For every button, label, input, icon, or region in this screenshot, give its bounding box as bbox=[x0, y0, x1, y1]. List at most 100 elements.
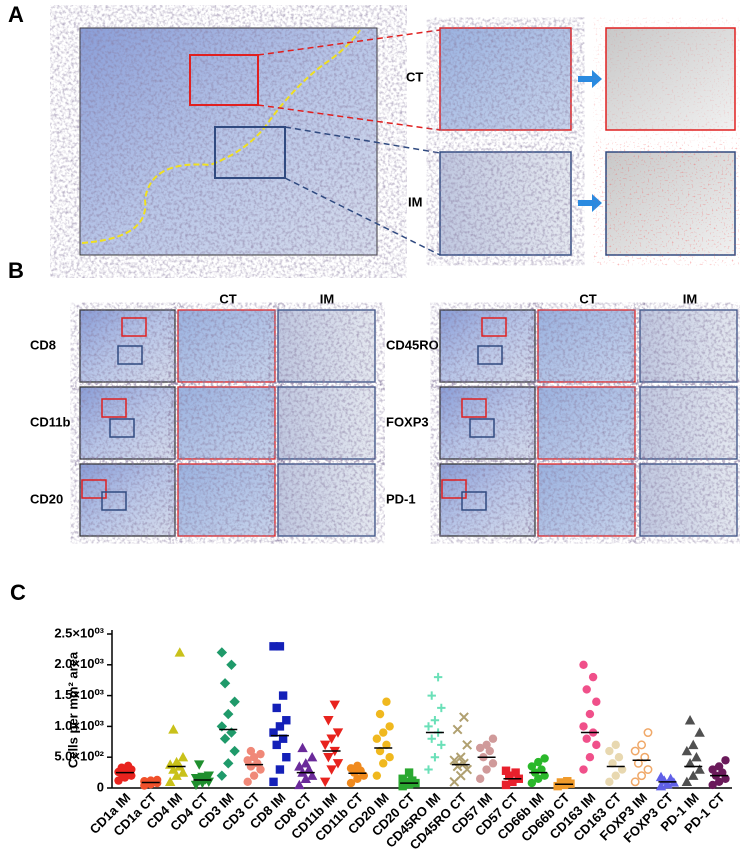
data-point bbox=[117, 763, 126, 772]
y-axis-label: Cells per mm² area bbox=[65, 651, 80, 768]
panel-letter: A bbox=[8, 2, 24, 27]
data-point bbox=[372, 734, 382, 743]
data-point bbox=[168, 724, 179, 734]
zoom-line bbox=[257, 104, 441, 131]
data-point bbox=[385, 753, 394, 762]
data-point bbox=[382, 740, 391, 750]
panel-letter: B bbox=[8, 258, 24, 283]
ct-box bbox=[461, 398, 487, 418]
row-label: CD20 bbox=[30, 491, 63, 506]
im-box bbox=[214, 126, 286, 179]
data-point bbox=[219, 733, 231, 744]
data-point bbox=[462, 764, 473, 775]
data-point bbox=[475, 743, 485, 753]
ct-box bbox=[189, 54, 259, 106]
data-point bbox=[482, 740, 491, 750]
data-point bbox=[372, 771, 382, 780]
data-point bbox=[721, 774, 730, 783]
data-point bbox=[171, 756, 182, 767]
data-point bbox=[511, 768, 520, 777]
texture bbox=[640, 310, 737, 382]
data-point bbox=[278, 734, 288, 743]
data-point bbox=[375, 709, 385, 719]
data-point bbox=[579, 660, 588, 669]
row-label: FOXP3 bbox=[386, 414, 429, 429]
data-point bbox=[326, 765, 337, 775]
texture bbox=[80, 464, 175, 536]
column-header: CT bbox=[219, 291, 236, 306]
data-point bbox=[385, 722, 394, 731]
data-point bbox=[563, 777, 572, 786]
data-point bbox=[537, 765, 546, 774]
data-point bbox=[272, 740, 281, 750]
panel-b: B CT IM CT IM CD8 CD11b CD20 CD45RO FOXP3 PD-1 bbox=[8, 258, 738, 537]
data-point bbox=[123, 761, 133, 771]
data-point bbox=[306, 752, 318, 762]
data-point bbox=[430, 716, 440, 725]
texture bbox=[538, 310, 635, 382]
data-point bbox=[505, 771, 514, 780]
data-point bbox=[243, 756, 252, 765]
data-point bbox=[256, 765, 265, 774]
data-point bbox=[275, 722, 285, 731]
data-point bbox=[275, 765, 285, 774]
data-point bbox=[643, 765, 653, 774]
data-point bbox=[718, 768, 727, 777]
data-point bbox=[323, 753, 334, 763]
data-point bbox=[708, 765, 717, 774]
data-point bbox=[459, 712, 469, 723]
data-point bbox=[346, 778, 356, 788]
row-label: CD45RO bbox=[386, 337, 439, 352]
data-point bbox=[488, 734, 498, 743]
data-point bbox=[681, 745, 693, 756]
data-point bbox=[459, 758, 469, 769]
ct-box bbox=[121, 317, 147, 337]
column-header: IM bbox=[320, 291, 334, 306]
texture bbox=[80, 387, 175, 459]
data-point bbox=[353, 774, 362, 783]
data-point bbox=[246, 746, 256, 756]
im-label: IM bbox=[408, 194, 422, 209]
texture bbox=[606, 28, 735, 130]
data-point bbox=[592, 697, 601, 706]
data-point bbox=[269, 777, 278, 787]
data-point bbox=[452, 724, 463, 735]
data-point bbox=[452, 761, 463, 772]
data-point bbox=[501, 780, 511, 790]
data-point bbox=[714, 777, 724, 787]
data-point bbox=[714, 762, 724, 771]
texture bbox=[178, 464, 275, 536]
data-point bbox=[253, 759, 262, 768]
data-point bbox=[684, 715, 696, 725]
zoom-line bbox=[257, 29, 441, 56]
data-point bbox=[398, 781, 407, 791]
data-point bbox=[482, 765, 491, 774]
data-point bbox=[579, 765, 588, 774]
data-point bbox=[527, 762, 537, 771]
data-point bbox=[449, 755, 460, 766]
data-point bbox=[585, 753, 595, 762]
data-point bbox=[643, 728, 653, 738]
texture bbox=[440, 28, 571, 130]
data-point bbox=[190, 773, 202, 784]
data-point bbox=[488, 759, 498, 768]
data-point bbox=[398, 774, 407, 783]
row-label: CD8 bbox=[30, 337, 56, 352]
column-header: CT bbox=[579, 291, 596, 306]
data-point bbox=[171, 770, 182, 780]
data-point bbox=[665, 773, 676, 783]
data-point bbox=[582, 685, 591, 694]
data-point bbox=[249, 753, 259, 762]
data-point bbox=[249, 771, 259, 780]
data-point bbox=[256, 749, 265, 759]
data-point bbox=[585, 709, 595, 719]
data-point bbox=[579, 722, 588, 731]
data-point bbox=[332, 759, 344, 769]
data-point bbox=[282, 753, 291, 762]
data-point bbox=[278, 691, 288, 700]
data-point bbox=[655, 771, 667, 782]
data-point bbox=[177, 752, 189, 762]
data-point bbox=[379, 728, 388, 737]
panel-letter: C bbox=[10, 580, 26, 605]
data-point bbox=[229, 745, 240, 757]
